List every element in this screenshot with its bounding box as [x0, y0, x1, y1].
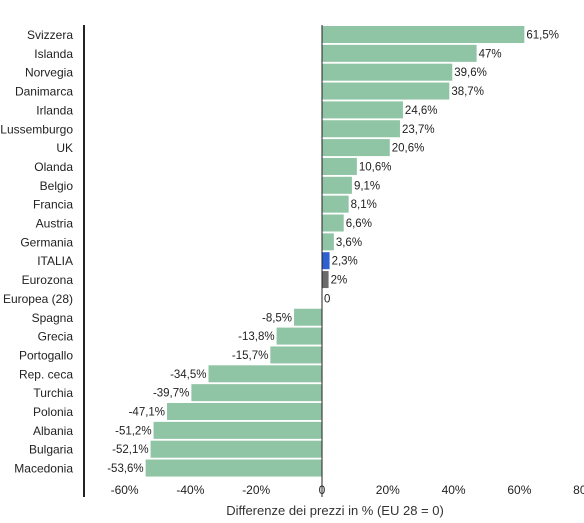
- bar-eurozona: [322, 271, 329, 289]
- bar-portogallo: [270, 346, 322, 364]
- bar-islanda: [322, 44, 477, 62]
- value-label: 38,7%: [451, 86, 484, 98]
- category-label: UK: [56, 141, 73, 155]
- category-label: Lussemburgo: [0, 122, 73, 136]
- value-label: 23,7%: [402, 124, 435, 136]
- bar-belgio: [322, 176, 352, 194]
- bar-svizzera: [322, 26, 525, 43]
- x-tick-label: -60%: [111, 483, 139, 497]
- value-label: -8,5%: [262, 312, 292, 324]
- value-label: -51,2%: [115, 425, 151, 437]
- x-tick-label: 0: [319, 483, 326, 497]
- category-label: Rep. ceca: [19, 367, 73, 381]
- category-label: Turchia: [33, 386, 73, 400]
- category-label: Macedonia: [14, 462, 73, 476]
- value-label: 39,6%: [454, 67, 487, 79]
- category-label: Bulgaria: [29, 443, 73, 457]
- category-label: Spagna: [32, 311, 74, 325]
- bar-turchia: [191, 384, 322, 402]
- category-label: Norvegia: [25, 66, 73, 80]
- value-label: 61,5%: [526, 30, 559, 42]
- bar-macedonia: [145, 459, 322, 477]
- bar-grecia: [276, 327, 322, 345]
- value-label: -53,6%: [107, 463, 143, 475]
- value-label: -34,5%: [170, 369, 206, 381]
- value-label: -52,1%: [112, 444, 148, 456]
- value-label: 24,6%: [405, 105, 438, 117]
- category-label: Eurozona: [22, 273, 74, 287]
- bar-lussemburgo: [322, 120, 400, 138]
- category-label: Svizzera: [27, 28, 73, 42]
- value-label: 6,6%: [346, 218, 372, 230]
- category-label: Olanda: [34, 160, 73, 174]
- category-label: Germania: [20, 235, 73, 249]
- x-tick-label: -40%: [176, 483, 204, 497]
- category-label: Islanda: [34, 47, 73, 61]
- value-label: 10,6%: [359, 161, 392, 173]
- category-label: Belgio: [40, 179, 74, 193]
- x-tick-label: 20%: [376, 483, 400, 497]
- bar-norvegia: [322, 63, 453, 81]
- bar-italia: [322, 252, 330, 270]
- value-label: -39,7%: [153, 388, 189, 400]
- category-label: Danimarca: [15, 85, 73, 99]
- category-label: Grecia: [38, 330, 74, 344]
- bar-bulgaria: [150, 440, 322, 458]
- value-label: 20,6%: [392, 143, 425, 155]
- bar-francia: [322, 195, 349, 213]
- category-label: Portogallo: [19, 348, 73, 362]
- category-label: Francia: [33, 198, 73, 212]
- x-tick-label: 40%: [442, 483, 466, 497]
- category-label: Polonia: [33, 405, 73, 419]
- value-label: 8,1%: [351, 199, 377, 211]
- x-tick-label: -20%: [242, 483, 270, 497]
- value-label: -13,8%: [238, 331, 274, 343]
- value-label: 0: [324, 293, 330, 305]
- value-label: 9,1%: [354, 180, 380, 192]
- x-tick-label: 60%: [507, 483, 531, 497]
- category-label: Unione Europea (28): [0, 292, 73, 306]
- category-label: Irlanda: [36, 103, 73, 117]
- category-label: ITALIA: [37, 254, 73, 268]
- category-label: Albania: [33, 424, 73, 438]
- value-label: -15,7%: [232, 350, 268, 362]
- value-label: 3,6%: [336, 237, 362, 249]
- bar-rep-ceca: [208, 365, 322, 383]
- category-label: Austria: [36, 217, 74, 231]
- bar-danimarca: [322, 82, 450, 100]
- bar-olanda: [322, 157, 357, 175]
- bar-irlanda: [322, 101, 403, 119]
- value-label: -47,1%: [129, 407, 165, 419]
- value-label: 47%: [479, 48, 502, 60]
- value-label: 2,3%: [332, 256, 358, 268]
- value-label: 2%: [331, 275, 348, 287]
- bar-uk: [322, 139, 390, 157]
- bar-polonia: [167, 403, 322, 420]
- bar-spagna: [294, 308, 322, 326]
- bar-austria: [322, 214, 344, 232]
- x-tick-label: 80%: [573, 483, 584, 497]
- x-axis-title: Differenze dei prezzi in % (EU 28 = 0): [226, 503, 444, 518]
- bar-albania: [153, 421, 322, 439]
- bar-germania: [322, 233, 334, 251]
